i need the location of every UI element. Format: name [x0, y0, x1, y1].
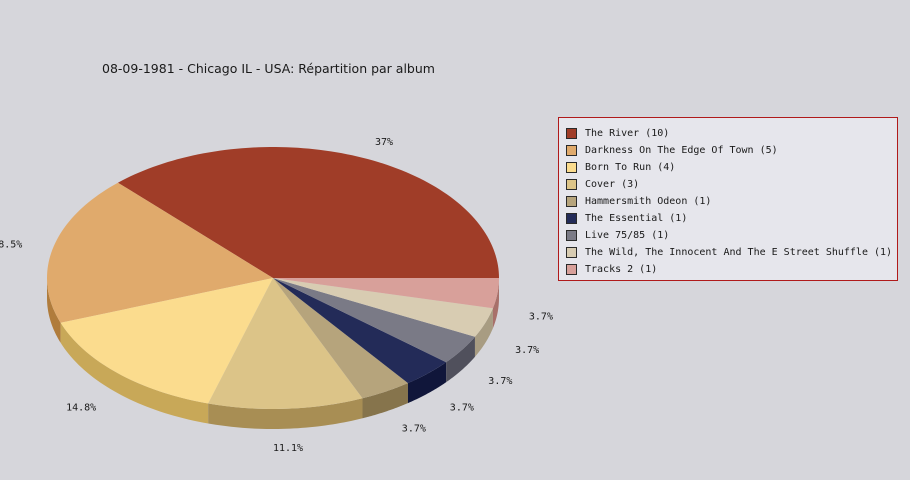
legend-label: Born To Run (4): [585, 162, 676, 173]
legend-label: The Essential (1): [585, 213, 688, 224]
pie-slice-1[interactable]: [47, 182, 273, 323]
legend-label: Tracks 2 (1): [585, 264, 658, 275]
legend-swatch: [566, 213, 577, 224]
pie-slice-side-4: [362, 383, 408, 419]
pie-percent-label: 11.1%: [273, 443, 303, 454]
legend-label: Cover (3): [585, 179, 640, 190]
legend-label: Darkness On The Edge Of Town (5): [585, 145, 778, 156]
pie-side-walls: [47, 278, 499, 429]
legend-item[interactable]: Tracks 2 (1): [559, 261, 897, 278]
chart-title: 08-09-1981 - Chicago IL - USA: Répartiti…: [102, 61, 435, 76]
pie-labels: 37% 18.5% 14.8% 11.1% 3.7% 3.7% 3.7% 3.7% 3.7%: [0, 137, 553, 454]
pie-percent-label: 3.7%: [402, 423, 426, 434]
legend-label: Hammersmith Odeon (1): [585, 196, 712, 207]
legend-label: Live 75/85 (1): [585, 230, 670, 241]
legend-swatch: [566, 247, 577, 258]
pie-slice-side-8: [492, 278, 499, 329]
legend-swatch: [566, 264, 577, 275]
pie-slice-side-6: [446, 336, 475, 383]
legend-item[interactable]: Cover (3): [559, 176, 897, 193]
legend-swatch: [566, 179, 577, 190]
pie-percent-label: 18.5%: [0, 240, 22, 251]
pie-slice-8[interactable]: [273, 278, 499, 309]
pie-slice-6[interactable]: [273, 278, 475, 363]
pie-slice-side-7: [474, 308, 493, 357]
pie-slices: [47, 147, 499, 409]
pie-slice-side-5: [407, 362, 447, 404]
pie-slice-4[interactable]: [273, 278, 408, 399]
legend-item[interactable]: Live 75/85 (1): [559, 227, 897, 244]
legend-swatch: [566, 145, 577, 156]
legend-item[interactable]: The River (10): [559, 125, 897, 142]
pie-percent-label: 37%: [375, 137, 393, 148]
legend-swatch: [566, 196, 577, 207]
legend-item[interactable]: The Wild, The Innocent And The E Street …: [559, 244, 897, 261]
legend-item[interactable]: The Essential (1): [559, 210, 897, 227]
pie-percent-label: 3.7%: [515, 345, 539, 356]
pie-slice-5[interactable]: [273, 278, 447, 384]
pie-percent-label: 3.7%: [488, 376, 512, 387]
pie-slice-0[interactable]: [117, 147, 499, 278]
legend-swatch: [566, 230, 577, 241]
pie-slice-side-3: [208, 398, 363, 429]
legend-label: The River (10): [585, 128, 670, 139]
pie-slice-3[interactable]: [208, 278, 363, 409]
pie-slice-7[interactable]: [273, 278, 493, 337]
legend-item[interactable]: Hammersmith Odeon (1): [559, 193, 897, 210]
legend-label: The Wild, The Innocent And The E Street …: [585, 247, 893, 258]
pie-percent-label: 3.7%: [450, 403, 474, 414]
legend-item[interactable]: Born To Run (4): [559, 159, 897, 176]
pie-percent-label: 3.7%: [529, 311, 553, 322]
legend: The River (10) Darkness On The Edge Of To…: [558, 117, 898, 281]
pie-percent-label: 14.8%: [66, 403, 96, 414]
legend-swatch: [566, 162, 577, 173]
pie-slice-side-1: [47, 278, 61, 343]
pie-slice-side-2: [60, 322, 209, 424]
legend-swatch: [566, 128, 577, 139]
pie-slice-2[interactable]: [60, 278, 273, 404]
legend-item[interactable]: Darkness On The Edge Of Town (5): [559, 142, 897, 159]
